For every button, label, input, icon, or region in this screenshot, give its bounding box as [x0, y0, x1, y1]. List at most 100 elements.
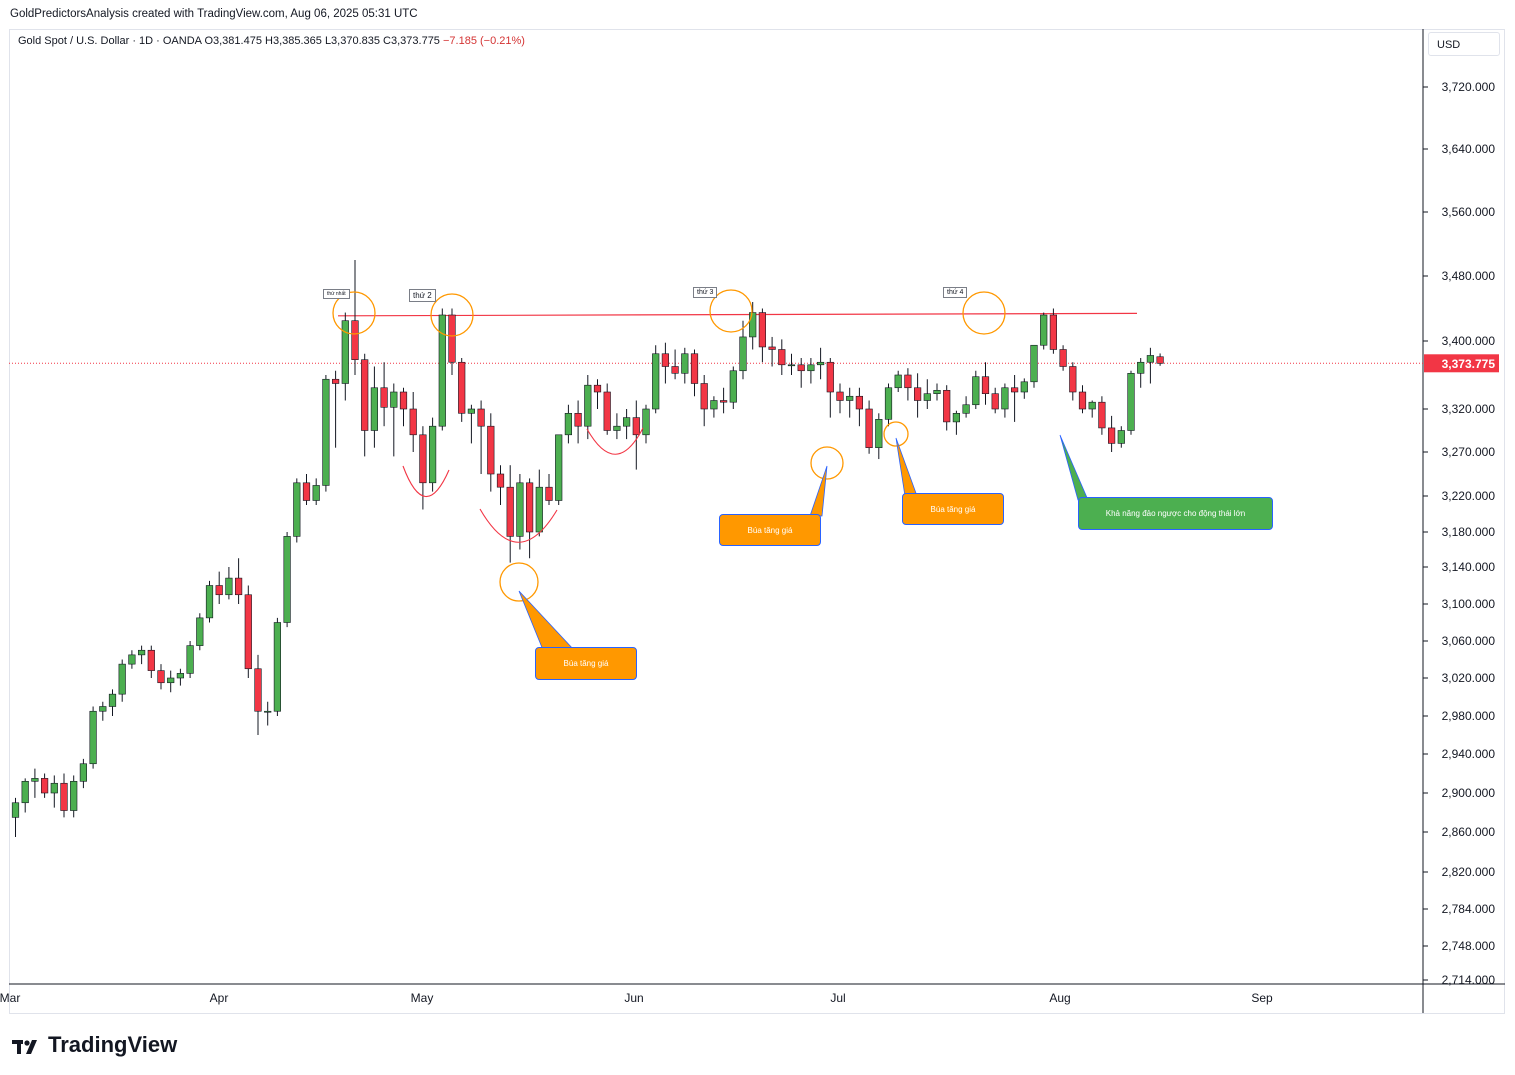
candle-body	[322, 378, 330, 486]
price-tick-label: 2,820.000	[1442, 865, 1496, 879]
candle-body	[138, 649, 146, 656]
label-fourth: thứ 4	[943, 287, 968, 298]
candle-body	[972, 376, 980, 406]
candle-body	[710, 400, 718, 410]
chart-credit: GoldPredictorsAnalysis created with Trad…	[10, 8, 418, 20]
candle-body	[836, 391, 844, 401]
candle-body	[79, 763, 87, 782]
symbol-legend[interactable]: Gold Spot / U.S. Dollar · 1D · OANDA O3,…	[18, 35, 525, 47]
time-tick-label: Jun	[624, 991, 643, 1005]
candle-body	[991, 393, 999, 410]
candle-body	[225, 577, 233, 596]
price-tick-label: 2,860.000	[1442, 825, 1496, 839]
candle-body	[176, 673, 185, 679]
candle-body	[1020, 381, 1028, 393]
candle-body	[739, 336, 747, 372]
candle-body	[1001, 387, 1009, 410]
candle-body	[729, 370, 737, 403]
candle-body	[167, 677, 175, 684]
candle-body	[40, 778, 49, 794]
candle-body	[846, 395, 854, 401]
candle-body	[913, 387, 922, 401]
candle-body	[1078, 391, 1087, 410]
highlight-circle	[709, 289, 753, 333]
candle-body	[525, 482, 534, 533]
time-tick-label: Aug	[1049, 991, 1070, 1005]
candle-body	[370, 387, 379, 431]
candle-body	[768, 346, 776, 350]
callout-hammer-2: Búa tăng giá	[719, 514, 821, 546]
candle-body	[506, 486, 514, 537]
candle-body	[361, 359, 369, 431]
candle-body	[826, 361, 834, 393]
candle-body	[1117, 430, 1125, 444]
candle-body	[807, 364, 815, 372]
candle-body	[254, 668, 262, 712]
candle-body	[1049, 314, 1057, 350]
currency-selector[interactable]: USD	[1428, 32, 1500, 56]
candle-body	[235, 577, 243, 596]
candle-body	[1010, 387, 1019, 393]
highlight-circle	[962, 291, 1006, 335]
candle-body	[380, 387, 388, 408]
candle-body	[642, 408, 650, 436]
price-tick-label: 3,060.000	[1442, 634, 1496, 648]
candle-body	[603, 391, 611, 431]
candle-body	[467, 408, 476, 414]
candle-body	[797, 364, 805, 372]
callout-hammer-1: Búa tăng giá	[535, 647, 637, 680]
candle-body	[487, 425, 495, 475]
price-tick-label: 2,980.000	[1442, 709, 1496, 723]
candle-body	[419, 434, 427, 484]
tradingview-logo-icon	[12, 1036, 42, 1054]
candle-body	[60, 782, 68, 811]
candle-body	[962, 404, 970, 414]
candle-body	[302, 482, 311, 501]
candle-body	[1059, 349, 1067, 367]
candle-body	[428, 425, 437, 484]
candle-body	[564, 412, 572, 436]
candle-body	[273, 622, 282, 712]
candle-body	[923, 393, 931, 401]
candle-body	[31, 778, 39, 782]
callout-pointer-1	[518, 590, 575, 651]
candle-body	[264, 710, 272, 713]
candle-body	[816, 361, 825, 366]
candle-body	[448, 314, 456, 363]
candle-body	[215, 585, 223, 596]
candle-body	[681, 353, 689, 374]
tradingview-brand[interactable]: TradingView	[12, 1032, 177, 1058]
candle-body	[933, 389, 941, 394]
candle-body	[1156, 356, 1164, 364]
highlight-circle	[430, 293, 474, 337]
candle-body	[409, 408, 417, 436]
candle-body	[700, 383, 708, 410]
candle-body	[787, 364, 796, 367]
highlight-circle	[883, 421, 909, 447]
candle-body	[341, 320, 349, 384]
symbol-change: −7.185 (−0.21%)	[443, 35, 525, 47]
candle-body	[390, 391, 398, 408]
candle-body	[458, 361, 466, 414]
callout-hammer-3: Búa tăng giá	[902, 493, 1004, 525]
highlight-circle	[810, 446, 844, 480]
highlight-circle	[332, 291, 376, 335]
candle-body	[865, 408, 873, 449]
brand-name: TradingView	[48, 1032, 178, 1057]
candle-body	[981, 376, 990, 395]
candle-body	[21, 780, 29, 804]
time-tick-label: Mar	[0, 991, 20, 1005]
candle-body	[884, 387, 893, 420]
candle-body	[1040, 314, 1048, 346]
candle-body	[1098, 401, 1106, 429]
candle-body	[555, 434, 563, 501]
candle-body	[312, 485, 320, 501]
candle-body	[283, 536, 291, 623]
candle-body	[128, 654, 136, 665]
candle-body	[758, 312, 766, 348]
label-first: thứ nhất	[323, 289, 350, 299]
price-tick-label: 3,480.000	[1442, 269, 1496, 283]
candle-body	[118, 663, 126, 695]
candle-body	[1108, 427, 1116, 444]
